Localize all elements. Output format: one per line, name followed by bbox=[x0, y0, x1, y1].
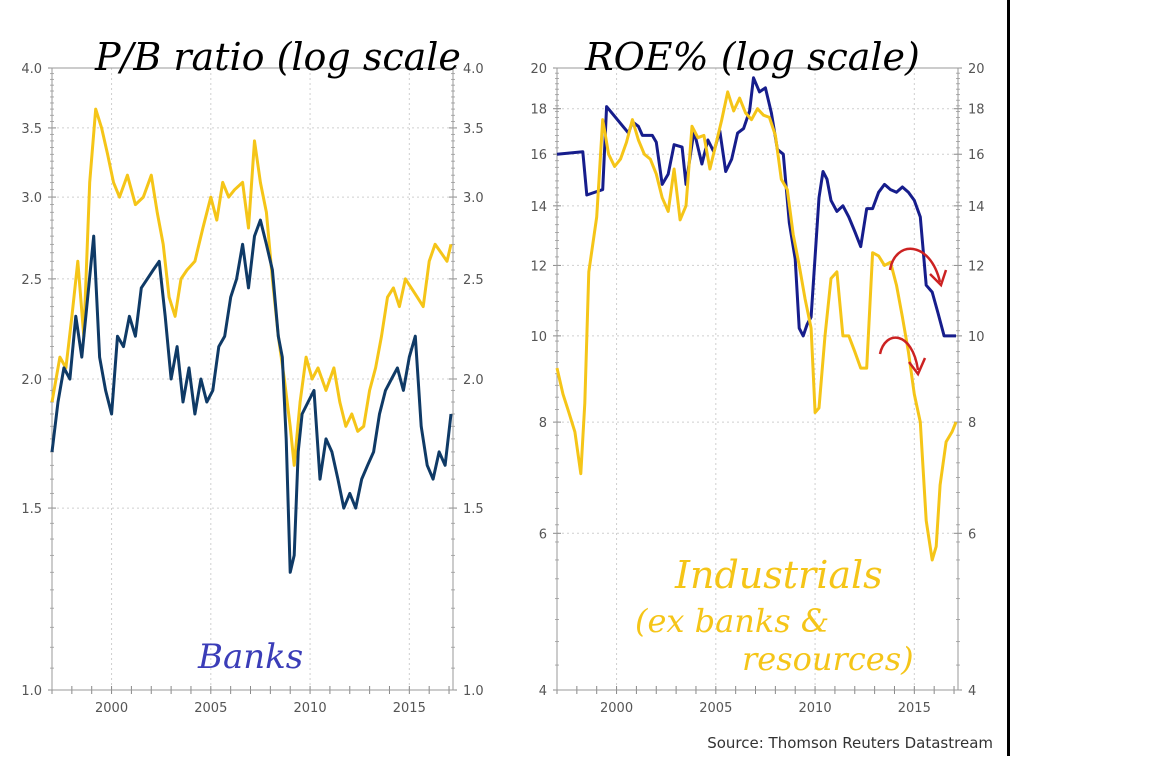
pb-ytick-right: 3.5 bbox=[463, 122, 484, 137]
title-pb-ratio: P/B ratio (log scale bbox=[94, 35, 461, 79]
roe-ytick-left: 14 bbox=[530, 200, 547, 215]
roe-ytick-right: 12 bbox=[968, 259, 985, 274]
roe-ytick-left: 8 bbox=[539, 416, 547, 431]
pb-series-line-1 bbox=[50, 218, 453, 574]
pb-ytick-left: 3.0 bbox=[21, 191, 42, 206]
annotation-banks: Banks bbox=[197, 637, 303, 677]
pb-ytick-right: 2.0 bbox=[463, 373, 484, 388]
red-arrow-lower bbox=[878, 336, 920, 371]
pb-ytick-right: 2.5 bbox=[463, 273, 484, 288]
roe-ytick-right: 14 bbox=[968, 200, 985, 215]
pb-ytick-left: 2.5 bbox=[21, 273, 42, 288]
roe-ytick-left: 6 bbox=[539, 527, 547, 542]
pb-xtick-label: 2005 bbox=[194, 701, 227, 716]
red-arrow-lower-head bbox=[908, 357, 927, 377]
red-arrow-upper bbox=[888, 247, 942, 283]
pb-ytick-right: 3.0 bbox=[463, 191, 484, 206]
roe-ytick-right: 6 bbox=[968, 527, 976, 542]
roe-ytick-right: 20 bbox=[968, 62, 985, 77]
pb-plot-area bbox=[51, 67, 454, 691]
panel-pb-ratio: 1.0 1.0 1.5 1.5 2.0 2.0 2.5 2.5 3.0 3.0 3.5 3.5 4.0 4… bbox=[21, 62, 483, 716]
roe-ytick-left: 18 bbox=[530, 103, 547, 118]
red-arrow-upper-head bbox=[929, 269, 948, 288]
pb-series-line-0 bbox=[50, 107, 453, 467]
pb-ytick-right: 1.5 bbox=[463, 502, 484, 517]
roe-series-line-1 bbox=[555, 90, 958, 562]
pb-ytick-left: 1.5 bbox=[21, 502, 42, 517]
roe-series-line-0 bbox=[556, 76, 956, 338]
roe-ytick-left: 12 bbox=[530, 259, 547, 274]
pb-ytick-left: 3.5 bbox=[21, 122, 42, 137]
annotation-resources: resources) bbox=[742, 640, 914, 678]
roe-ytick-right: 10 bbox=[968, 330, 985, 345]
pb-ytick-left: 2.0 bbox=[21, 373, 42, 388]
pb-ytick-left: 4.0 bbox=[21, 62, 42, 77]
roe-xtick-label: 2005 bbox=[699, 701, 732, 716]
annotation-ex-banks: (ex banks & bbox=[635, 602, 829, 640]
roe-ytick-right: 8 bbox=[968, 416, 976, 431]
chart-svg: 1.0 1.0 1.5 1.5 2.0 2.0 2.5 2.5 3.0 3.0 3.5 3.5 4.0 4… bbox=[21, 35, 993, 752]
roe-ytick-left: 20 bbox=[530, 62, 547, 77]
roe-ytick-left: 10 bbox=[530, 330, 547, 345]
pb-ytick-right: 1.0 bbox=[463, 684, 484, 699]
roe-xtick-label: 2015 bbox=[898, 701, 931, 716]
pb-xtick-label: 2015 bbox=[393, 701, 426, 716]
source-label: Source: Thomson Reuters Datastream bbox=[707, 734, 993, 752]
roe-ytick-right: 4 bbox=[968, 684, 976, 699]
roe-ytick-right: 16 bbox=[968, 148, 985, 163]
title-roe: ROE% (log scale) bbox=[584, 35, 920, 79]
pb-xtick-label: 2000 bbox=[95, 701, 128, 716]
roe-xtick-label: 2010 bbox=[799, 701, 832, 716]
roe-xtick-label: 2000 bbox=[600, 701, 633, 716]
chart-frame: 1.0 1.0 1.5 1.5 2.0 2.0 2.5 2.5 3.0 3.0 3.5 3.5 4.0 4… bbox=[21, 0, 1010, 756]
pb-ytick-right: 4.0 bbox=[463, 62, 484, 77]
panel-roe: 4 4 6 6 8 8 10 10 12 12 14 14 16 16 18 18 20 20 2000 2005 20… bbox=[530, 62, 984, 716]
roe-ytick-left: 4 bbox=[539, 684, 547, 699]
pb-xtick-label: 2010 bbox=[294, 701, 327, 716]
roe-ytick-left: 16 bbox=[530, 148, 547, 163]
annotation-industrials: Industrials bbox=[674, 553, 883, 597]
roe-plot-area bbox=[556, 67, 959, 691]
pb-ytick-left: 1.0 bbox=[21, 684, 42, 699]
roe-ytick-right: 18 bbox=[968, 103, 985, 118]
